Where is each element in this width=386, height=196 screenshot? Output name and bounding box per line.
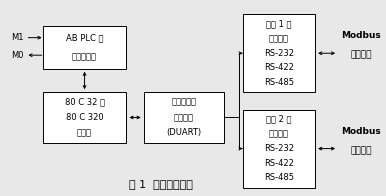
Text: AB PLC 背: AB PLC 背 <box>66 34 103 43</box>
Bar <box>42 26 127 69</box>
Text: Modbus: Modbus <box>341 31 381 40</box>
Text: 板传输电路: 板传输电路 <box>72 52 97 61</box>
Text: 主从装置: 主从装置 <box>350 51 372 60</box>
Text: RS-485: RS-485 <box>264 78 294 87</box>
Text: 端口 2 号: 端口 2 号 <box>266 115 292 124</box>
Bar <box>243 14 315 92</box>
Text: 图 1  通信模块结构: 图 1 通信模块结构 <box>129 180 193 190</box>
Text: RS-232: RS-232 <box>264 49 294 58</box>
Text: 主从装置: 主从装置 <box>350 146 372 155</box>
Text: 接口电路: 接口电路 <box>269 129 289 138</box>
Text: M1: M1 <box>12 33 24 42</box>
Text: RS-422: RS-422 <box>264 159 294 168</box>
Text: 两路通用异: 两路通用异 <box>171 98 196 107</box>
Bar <box>243 110 315 188</box>
Bar <box>144 92 224 143</box>
Text: RS-422: RS-422 <box>264 64 294 73</box>
Text: 80 C 320: 80 C 320 <box>66 113 103 122</box>
Bar <box>42 92 127 143</box>
Text: M0: M0 <box>12 51 24 60</box>
Text: RS-232: RS-232 <box>264 144 294 153</box>
Text: RS-485: RS-485 <box>264 173 294 182</box>
Text: 处理器: 处理器 <box>77 128 92 137</box>
Text: (DUART): (DUART) <box>166 128 201 137</box>
Text: 80 C 32 或: 80 C 32 或 <box>64 98 105 107</box>
Text: 接口电路: 接口电路 <box>269 34 289 43</box>
Text: 端口 1 号: 端口 1 号 <box>266 19 292 28</box>
Text: Modbus: Modbus <box>341 127 381 136</box>
Text: 步收发机: 步收发机 <box>174 113 194 122</box>
